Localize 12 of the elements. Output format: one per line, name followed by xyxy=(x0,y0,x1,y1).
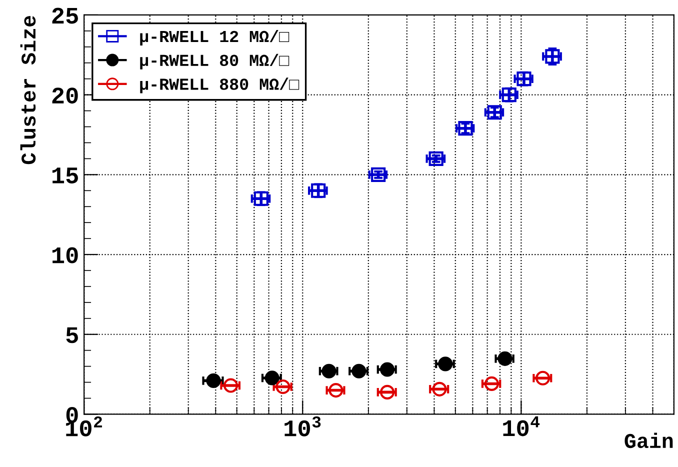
y-tick-label: 25 xyxy=(52,8,78,24)
x-axis-title: Gain xyxy=(624,432,673,448)
y-tick-label: 20 xyxy=(52,88,78,104)
legend-label: μ-RWELL 12 MΩ/□ xyxy=(140,30,290,46)
x-tick-label: 10$^{3}$ xyxy=(284,416,321,436)
y-axis-title: Cluster Size xyxy=(20,16,36,164)
legend-label: μ-RWELL 880 MΩ/□ xyxy=(140,78,300,94)
x-tick-label: 10$^{4}$ xyxy=(503,416,540,436)
y-tick-label: 15 xyxy=(52,168,78,184)
y-tick-label: 10 xyxy=(52,247,78,264)
y-tick-label: 5 xyxy=(66,327,78,344)
legend-label: μ-RWELL 80 MΩ/□ xyxy=(140,54,290,70)
